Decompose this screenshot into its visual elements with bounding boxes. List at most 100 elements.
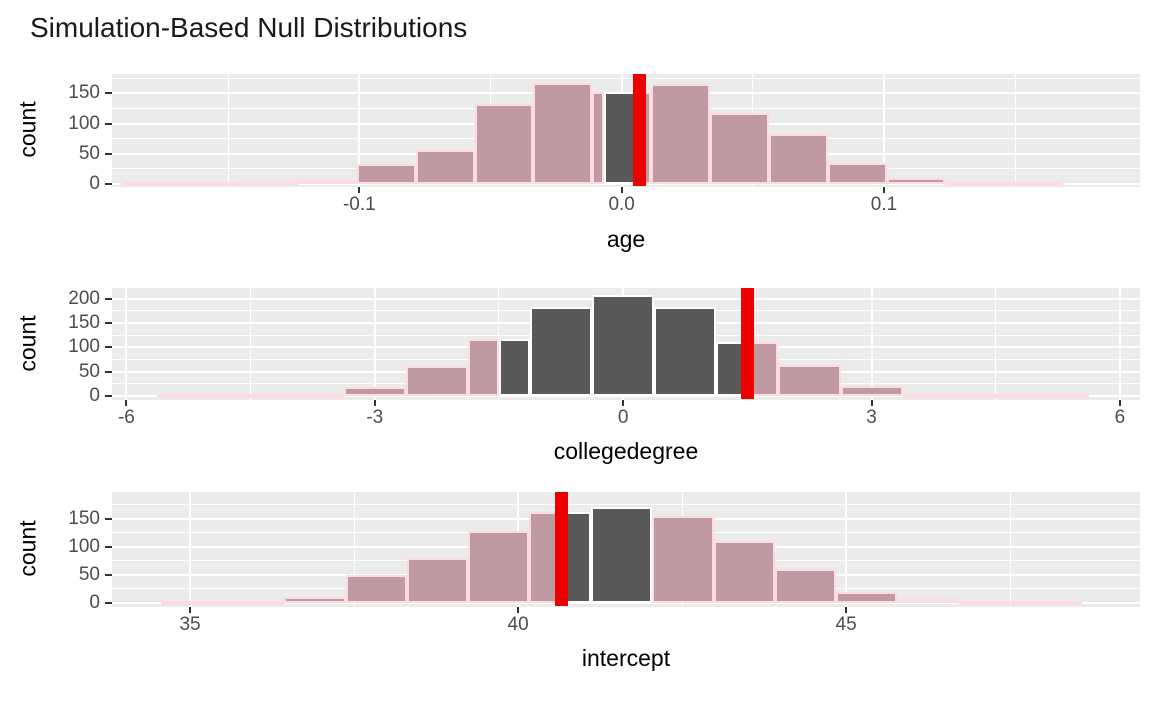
- x-tick-label: 0.1: [870, 194, 898, 215]
- y-axis-tick: [105, 370, 112, 373]
- y-axis-tick: [105, 517, 112, 520]
- histogram-bar: [157, 394, 220, 398]
- histogram-bar: [651, 84, 711, 184]
- x-axis-tick: [882, 187, 885, 193]
- histogram-bar: [415, 149, 475, 184]
- histogram-bar: [297, 179, 357, 184]
- histogram-bar: [902, 394, 965, 398]
- x-axis-title: collegedegree: [553, 438, 699, 464]
- x-axis-tick: [189, 607, 192, 613]
- gridline-x-minor: [1014, 74, 1016, 187]
- gridline-x-major: [845, 492, 848, 607]
- gridline-y-major: [112, 183, 1140, 185]
- y-axis-tick: [105, 122, 112, 125]
- histogram-bar: [778, 364, 841, 396]
- histogram-bar: [468, 531, 530, 603]
- gridline-x-minor: [995, 288, 997, 400]
- histogram-bar: [592, 92, 604, 184]
- histogram-bar: [651, 516, 714, 603]
- x-axis-tick: [870, 400, 873, 406]
- histogram-bar: [827, 162, 887, 184]
- x-tick-label: 40: [507, 614, 529, 635]
- gridline-x-minor: [227, 74, 229, 187]
- histogram-bar: [590, 506, 652, 603]
- y-axis-tick: [105, 183, 112, 185]
- histogram-bar: [710, 112, 769, 184]
- histogram-bar: [161, 601, 223, 605]
- y-axis-tick: [105, 152, 112, 155]
- histogram-bar: [474, 103, 534, 184]
- y-axis-tick: [105, 297, 112, 300]
- x-axis-tick: [622, 400, 625, 406]
- x-axis-tick: [620, 187, 623, 193]
- gridline-x-major: [125, 288, 128, 400]
- y-axis-tick: [105, 322, 112, 325]
- y-tick-label: 0: [89, 173, 100, 194]
- y-axis-tick: [105, 346, 112, 349]
- x-tick-label: 0.0: [608, 194, 635, 215]
- gridline-y-major: [112, 602, 1140, 604]
- gridline-x-minor: [353, 492, 355, 607]
- y-tick-label: 150: [68, 312, 100, 334]
- histogram-bar: [467, 339, 499, 396]
- gridline-x-major: [373, 288, 376, 400]
- histogram-bar: [774, 569, 837, 603]
- x-axis-title: intercept: [581, 645, 671, 671]
- histogram-bar: [592, 295, 655, 396]
- histogram-bar: [964, 394, 1027, 398]
- gridline-x-minor: [1009, 492, 1011, 607]
- y-axis-tick: [105, 92, 112, 95]
- y-tick-label: 100: [68, 112, 100, 134]
- y-axis-tick: [105, 395, 112, 397]
- histogram-bar: [405, 365, 468, 396]
- histogram-bar: [958, 601, 1020, 605]
- observed-stat-line: [740, 288, 754, 399]
- histogram-bar: [238, 180, 298, 185]
- histogram-bar: [356, 164, 416, 184]
- x-axis-title: age: [606, 226, 646, 252]
- y-axis-tick: [105, 545, 112, 548]
- x-axis-tick: [845, 607, 848, 613]
- histogram-bar: [222, 601, 284, 605]
- gridline-y-minor: [112, 504, 1140, 506]
- histogram-bar: [530, 306, 593, 396]
- y-axis-tick: [105, 573, 112, 576]
- x-axis-tick: [517, 607, 520, 613]
- x-tick-label: -0.1: [342, 194, 376, 215]
- y-tick-label: 0: [89, 592, 100, 613]
- observed-stat-line: [633, 74, 646, 186]
- observed-stat-line: [554, 492, 568, 606]
- x-axis-tick: [358, 187, 361, 193]
- histogram-bar: [283, 597, 346, 603]
- x-axis-tick: [373, 400, 376, 406]
- y-tick-label: 100: [68, 336, 100, 358]
- histogram-bar: [654, 306, 717, 396]
- gridline-x-minor: [250, 288, 252, 400]
- y-tick-label: 50: [78, 142, 100, 164]
- gridline-x-major: [1118, 288, 1121, 400]
- x-tick-label: -3: [366, 407, 384, 428]
- y-tick-label: 150: [68, 82, 100, 104]
- x-axis-tick: [125, 400, 128, 406]
- x-tick-label: 0: [617, 407, 629, 428]
- x-tick-label: 3: [866, 407, 877, 428]
- x-tick-label: 45: [835, 614, 857, 635]
- y-tick-label: 200: [68, 287, 100, 309]
- gridline-x-major: [870, 288, 873, 400]
- y-tick-label: 100: [68, 535, 100, 557]
- gridline-y-minor: [112, 77, 1140, 79]
- histogram-bar: [219, 394, 282, 398]
- histogram-bar: [840, 385, 903, 396]
- x-tick-label: -6: [117, 407, 135, 428]
- x-axis-tick: [1118, 400, 1121, 406]
- histogram-bar: [121, 182, 181, 186]
- y-axis-tick: [105, 602, 112, 604]
- gridline-x-major: [189, 492, 192, 607]
- y-tick-label: 50: [78, 360, 100, 382]
- x-tick-label: 6: [1114, 407, 1126, 428]
- y-axis-title: count: [14, 520, 41, 577]
- histogram-bar: [533, 83, 593, 184]
- histogram-bar: [713, 541, 775, 603]
- histogram-bar: [180, 182, 239, 186]
